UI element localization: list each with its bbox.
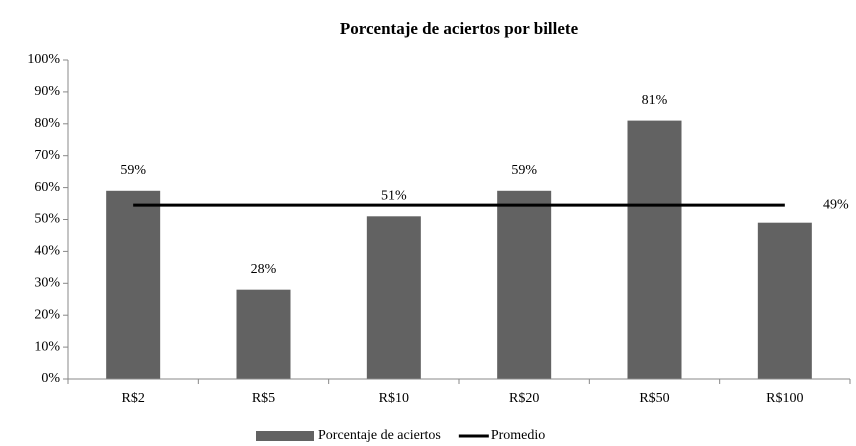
legend-swatch bbox=[256, 431, 314, 441]
bar bbox=[106, 190, 161, 379]
y-tick-label: 50% bbox=[34, 212, 60, 227]
y-tick-label: 20% bbox=[34, 307, 60, 322]
y-tick-label: 90% bbox=[34, 84, 60, 99]
x-tick-label: R$2 bbox=[121, 391, 144, 406]
bar bbox=[627, 120, 682, 380]
y-tick-label: 0% bbox=[41, 371, 60, 386]
x-tick-label: R$50 bbox=[639, 391, 669, 406]
chart-title: Porcentaje de aciertos por billete bbox=[340, 19, 579, 38]
bar bbox=[757, 222, 812, 379]
value-label: 49% bbox=[823, 197, 849, 212]
value-label: 59% bbox=[511, 163, 537, 178]
bar bbox=[497, 190, 552, 379]
x-tick-label: R$5 bbox=[252, 391, 275, 406]
legend-label: Promedio bbox=[491, 428, 545, 443]
y-tick-label: 100% bbox=[27, 52, 60, 67]
legend-label: Porcentaje de aciertos bbox=[318, 428, 441, 443]
bar bbox=[366, 216, 421, 379]
y-tick-label: 10% bbox=[34, 339, 60, 354]
y-tick-label: 60% bbox=[34, 180, 60, 195]
y-tick-label: 70% bbox=[34, 148, 60, 163]
y-tick-label: 80% bbox=[34, 116, 60, 131]
value-label: 51% bbox=[381, 189, 407, 204]
value-label: 59% bbox=[120, 163, 146, 178]
y-tick-label: 40% bbox=[34, 244, 60, 259]
x-tick-label: R$10 bbox=[379, 391, 409, 406]
bar bbox=[236, 289, 291, 379]
x-tick-label: R$20 bbox=[509, 391, 539, 406]
y-tick-label: 30% bbox=[34, 276, 60, 291]
value-label: 28% bbox=[251, 262, 277, 277]
x-tick-label: R$100 bbox=[766, 391, 803, 406]
value-label: 81% bbox=[642, 93, 668, 108]
